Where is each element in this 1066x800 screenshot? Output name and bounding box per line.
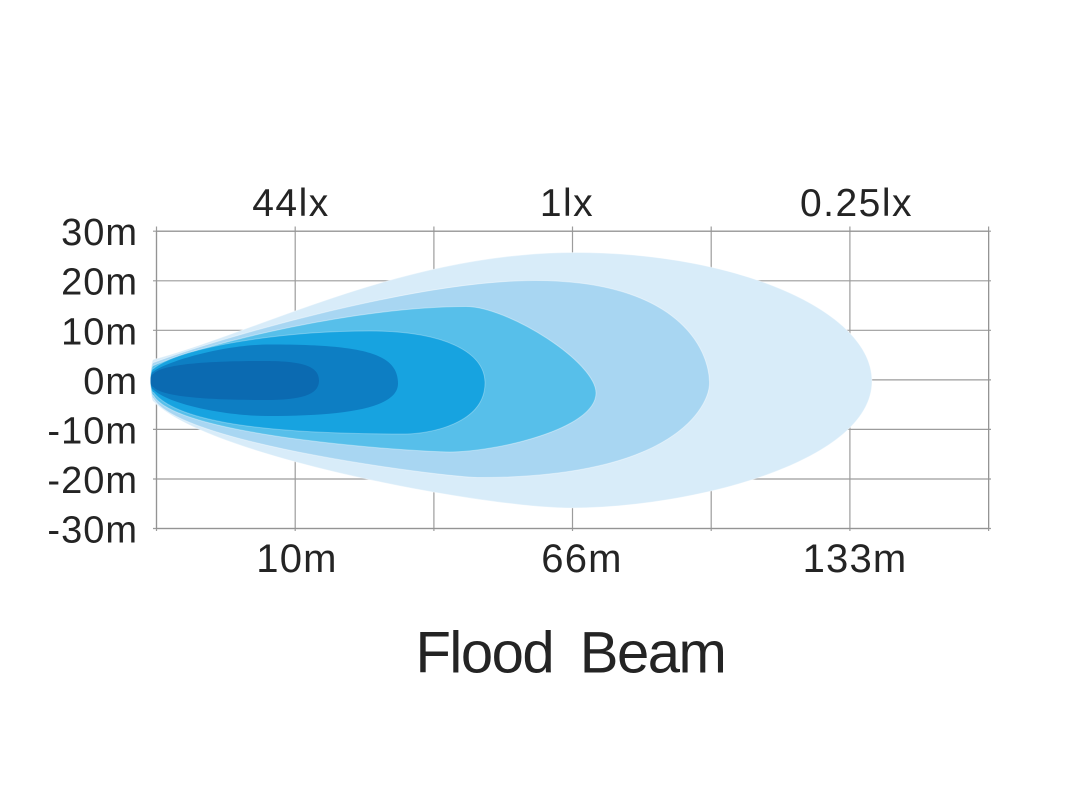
svg-text:10m: 10m — [256, 537, 337, 581]
svg-text:66m: 66m — [541, 537, 622, 581]
svg-text:20m: 20m — [61, 262, 138, 304]
svg-text:-20m: -20m — [47, 460, 138, 502]
svg-text:133m: 133m — [803, 537, 908, 581]
svg-text:-10m: -10m — [47, 410, 138, 452]
svg-text:44lx: 44lx — [252, 182, 330, 225]
svg-text:10m: 10m — [61, 311, 138, 353]
svg-text:-30m: -30m — [47, 510, 138, 552]
svg-text:0.25lx: 0.25lx — [800, 182, 913, 225]
svg-text:1lx: 1lx — [540, 182, 594, 225]
svg-text:30m: 30m — [61, 212, 138, 254]
svg-text:Beam: Beam — [580, 621, 726, 686]
svg-text:Flood: Flood — [416, 621, 554, 686]
svg-text:0m: 0m — [83, 361, 138, 403]
